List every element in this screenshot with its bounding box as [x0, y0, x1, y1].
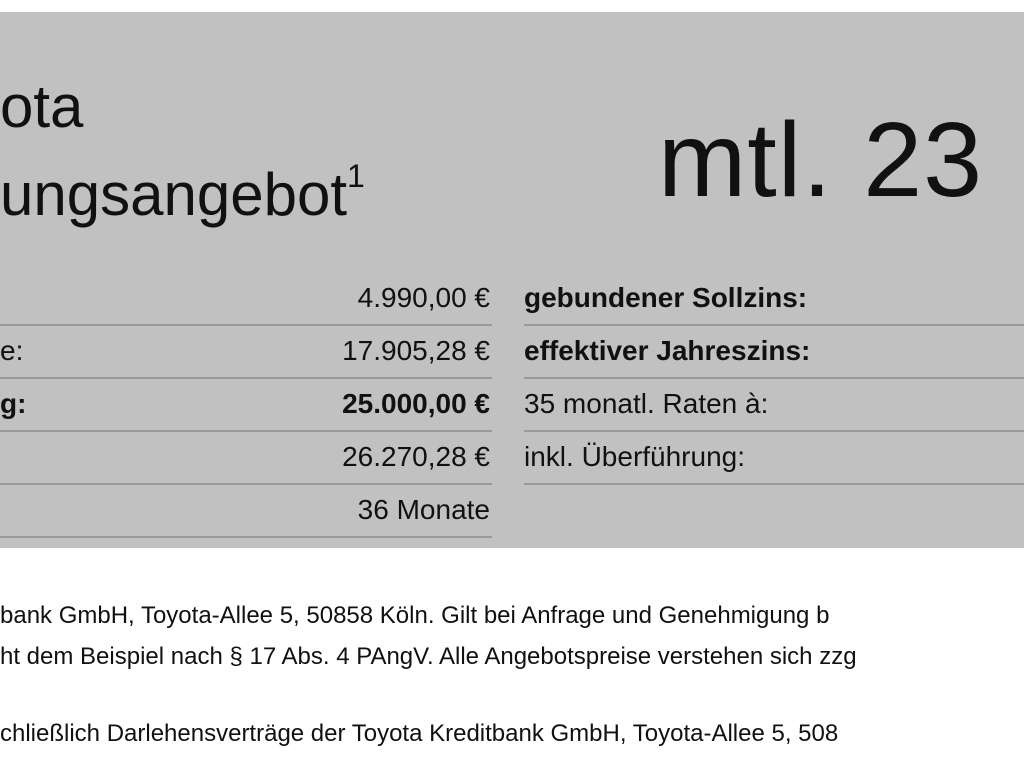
- footnote-line: bank GmbH, Toyota-Allee 5, 50858 Köln. G…: [0, 602, 830, 629]
- row-value: 26.270,28 €: [342, 441, 490, 472]
- table-row: g: 25.000,00 €: [0, 378, 492, 432]
- row-label: e:: [0, 335, 24, 366]
- footnote-line: chließlich Darlehensverträge der Toyota …: [0, 720, 839, 747]
- table-row: 26.270,28 €: [0, 431, 492, 485]
- row-label: effektiver Jahreszins:: [524, 335, 811, 366]
- row-value: 17.905,28 €: [342, 335, 490, 366]
- title-text: ungsangebot: [0, 161, 347, 228]
- monthly-price: mtl. 23: [658, 101, 984, 219]
- footnote-mark: 1: [347, 158, 365, 194]
- row-value: 36 Monate: [357, 494, 490, 525]
- table-row: 35 monatl. Raten à:: [524, 378, 1024, 432]
- footnote-line: ht dem Beispiel nach § 17 Abs. 4 PAngV. …: [0, 643, 857, 670]
- row-label: gebundener Sollzins:: [524, 282, 808, 313]
- title-line: ota: [0, 73, 84, 140]
- row-label: inkl. Überführung:: [524, 441, 746, 472]
- row-label: g:: [0, 388, 27, 419]
- table-row: 4.990,00 €: [0, 272, 492, 326]
- row-value: 4.990,00 €: [357, 282, 490, 313]
- table-row: gebundener Sollzins:: [524, 272, 1024, 326]
- table-row: 36 Monate: [0, 484, 492, 538]
- offer-panel: ota ungsangebot1 mtl. 23: [0, 12, 1024, 548]
- table-row: effektiver Jahreszins:: [524, 325, 1024, 379]
- table-row: e: 17.905,28 €: [0, 325, 492, 379]
- row-value: 25.000,00 €: [342, 388, 490, 419]
- table-row: inkl. Überführung:: [524, 431, 1024, 485]
- title-line: ungsangebot1: [0, 158, 365, 229]
- row-label: 35 monatl. Raten à:: [524, 388, 769, 419]
